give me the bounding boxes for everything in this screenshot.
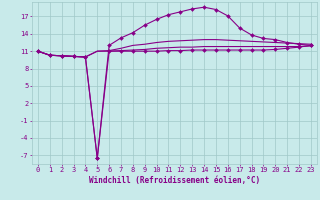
X-axis label: Windchill (Refroidissement éolien,°C): Windchill (Refroidissement éolien,°C) <box>89 176 260 185</box>
